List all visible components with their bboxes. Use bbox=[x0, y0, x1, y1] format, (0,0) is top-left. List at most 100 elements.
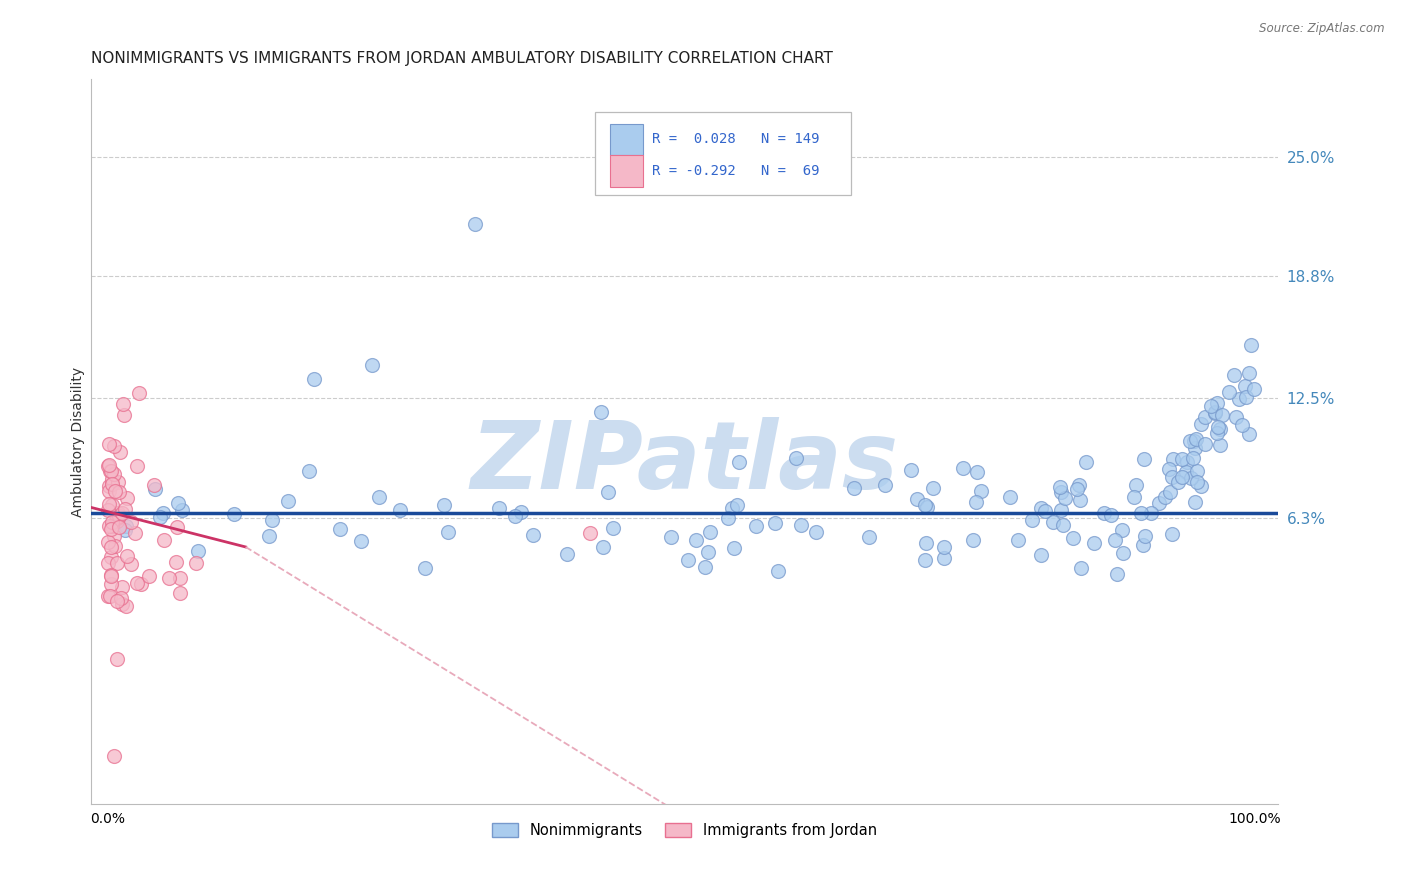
Point bbox=[932, 551, 955, 566]
Point bbox=[172, 503, 194, 517]
Point bbox=[114, 523, 136, 537]
Point bbox=[298, 464, 321, 478]
Point bbox=[1204, 405, 1226, 419]
Point bbox=[970, 484, 993, 499]
Point bbox=[503, 508, 526, 523]
Point bbox=[555, 547, 578, 561]
Point bbox=[1167, 475, 1189, 489]
Point bbox=[100, 577, 122, 591]
Point bbox=[433, 498, 456, 512]
Point bbox=[1123, 490, 1146, 504]
FancyBboxPatch shape bbox=[610, 124, 643, 155]
Point bbox=[998, 491, 1021, 505]
Point bbox=[921, 482, 943, 496]
Point bbox=[1159, 485, 1181, 500]
Legend: Nonimmigrants, Immigrants from Jordan: Nonimmigrants, Immigrants from Jordan bbox=[486, 817, 883, 844]
Point bbox=[1218, 384, 1240, 399]
Point bbox=[1206, 396, 1229, 410]
Point bbox=[1194, 410, 1216, 425]
Point bbox=[915, 500, 938, 514]
Point bbox=[717, 510, 740, 524]
Point bbox=[744, 518, 766, 533]
Point bbox=[97, 436, 120, 450]
Point bbox=[117, 549, 139, 564]
Point bbox=[103, 748, 125, 763]
Point bbox=[107, 506, 129, 520]
Point bbox=[1050, 485, 1073, 500]
Point bbox=[1161, 470, 1184, 484]
Point bbox=[1154, 490, 1177, 504]
Point bbox=[360, 359, 382, 373]
Point bbox=[1133, 529, 1156, 543]
Point bbox=[97, 589, 120, 603]
Point bbox=[1208, 422, 1230, 436]
Point bbox=[152, 506, 174, 520]
Point bbox=[97, 556, 120, 570]
Point bbox=[100, 464, 122, 478]
Point bbox=[578, 526, 600, 541]
Point bbox=[169, 586, 191, 600]
Point bbox=[1029, 500, 1052, 515]
Point bbox=[1074, 455, 1097, 469]
Point bbox=[1187, 475, 1209, 489]
Point bbox=[1182, 434, 1205, 448]
Point bbox=[1170, 452, 1192, 467]
Point bbox=[111, 597, 134, 611]
Point bbox=[1052, 518, 1074, 533]
Point bbox=[1199, 399, 1222, 413]
Point bbox=[728, 455, 751, 469]
Point bbox=[107, 485, 129, 500]
Point bbox=[105, 557, 128, 571]
Point bbox=[905, 492, 928, 507]
Point bbox=[1161, 452, 1184, 467]
Point bbox=[1185, 432, 1208, 446]
Point bbox=[1007, 533, 1029, 547]
Text: R = -0.292   N =  69: R = -0.292 N = 69 bbox=[652, 164, 820, 178]
Point bbox=[108, 520, 131, 534]
Point bbox=[659, 530, 682, 544]
Point bbox=[789, 518, 811, 533]
Point bbox=[262, 513, 284, 527]
Point bbox=[100, 515, 122, 529]
Point bbox=[1092, 506, 1115, 520]
Text: ZIPatlas: ZIPatlas bbox=[471, 417, 898, 509]
Point bbox=[1067, 478, 1090, 492]
Point bbox=[806, 524, 828, 539]
Point bbox=[1031, 548, 1053, 562]
Point bbox=[873, 478, 896, 492]
Point bbox=[1194, 436, 1216, 450]
Point bbox=[952, 460, 974, 475]
Point bbox=[1129, 506, 1152, 520]
Point bbox=[100, 522, 122, 536]
Point bbox=[1240, 338, 1263, 352]
Point bbox=[1104, 533, 1126, 547]
Y-axis label: Ambulatory Disability: Ambulatory Disability bbox=[72, 367, 86, 516]
Point bbox=[914, 553, 936, 567]
Point bbox=[1185, 464, 1208, 478]
Point bbox=[785, 451, 807, 466]
Point bbox=[464, 217, 486, 231]
Text: NONIMMIGRANTS VS IMMIGRANTS FROM JORDAN AMBULATORY DISABILITY CORRELATION CHART: NONIMMIGRANTS VS IMMIGRANTS FROM JORDAN … bbox=[91, 51, 832, 66]
Point bbox=[120, 516, 142, 530]
Point bbox=[100, 540, 122, 554]
Point bbox=[436, 524, 458, 539]
Point bbox=[1139, 506, 1161, 520]
Point bbox=[100, 498, 122, 512]
Point bbox=[1112, 546, 1135, 560]
Point bbox=[1161, 526, 1184, 541]
Point bbox=[97, 503, 120, 517]
Point bbox=[157, 571, 180, 585]
Point bbox=[97, 479, 120, 493]
Point bbox=[389, 503, 412, 517]
Point bbox=[100, 568, 122, 582]
Point bbox=[97, 483, 120, 498]
Point bbox=[915, 536, 938, 550]
Point bbox=[105, 594, 128, 608]
Point bbox=[1189, 479, 1212, 493]
Point bbox=[1174, 465, 1197, 479]
Point bbox=[842, 481, 865, 495]
Point bbox=[103, 529, 125, 543]
Point bbox=[966, 465, 988, 479]
Point bbox=[124, 526, 146, 541]
Point bbox=[100, 569, 122, 583]
